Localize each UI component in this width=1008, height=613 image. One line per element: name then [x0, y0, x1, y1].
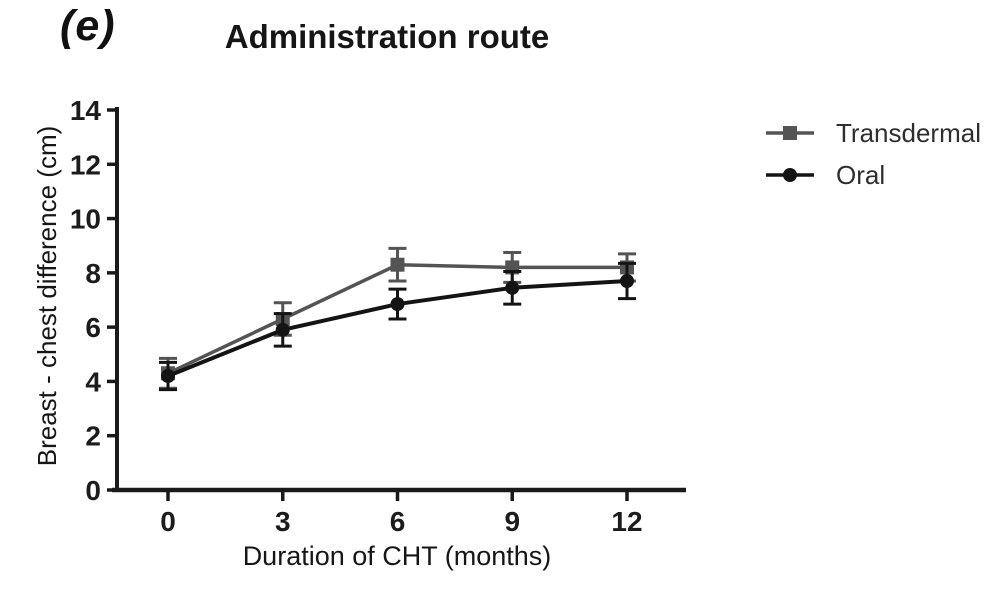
series-oral: [159, 261, 636, 392]
legend: Transdermal Oral: [766, 112, 981, 196]
legend-label-oral: Oral: [836, 159, 886, 190]
svg-text:6: 6: [390, 506, 406, 537]
svg-text:6: 6: [85, 312, 101, 343]
svg-text:2: 2: [85, 421, 101, 452]
svg-text:8: 8: [85, 258, 101, 289]
legend-item-oral: Oral: [766, 154, 981, 196]
svg-text:14: 14: [70, 95, 102, 126]
x-axis-label: Duration of CHT (months): [242, 541, 552, 571]
svg-text:12: 12: [611, 506, 642, 537]
panel-label: (e): [60, 2, 116, 50]
chart-title: Administration route: [224, 18, 550, 55]
legend-label-transdermal: Transdermal: [836, 117, 981, 148]
svg-text:9: 9: [504, 506, 520, 537]
svg-text:0: 0: [160, 506, 176, 537]
svg-text:0: 0: [85, 475, 101, 506]
legend-item-transdermal: Transdermal: [766, 112, 981, 154]
circle-marker-line-icon: [766, 168, 814, 182]
svg-text:4: 4: [85, 366, 101, 397]
square-marker-line-icon: [766, 126, 814, 140]
svg-text:12: 12: [70, 149, 101, 180]
y-axis-label: Breast - chest difference (cm): [32, 125, 62, 467]
svg-text:10: 10: [70, 204, 101, 235]
svg-text:3: 3: [275, 506, 291, 537]
